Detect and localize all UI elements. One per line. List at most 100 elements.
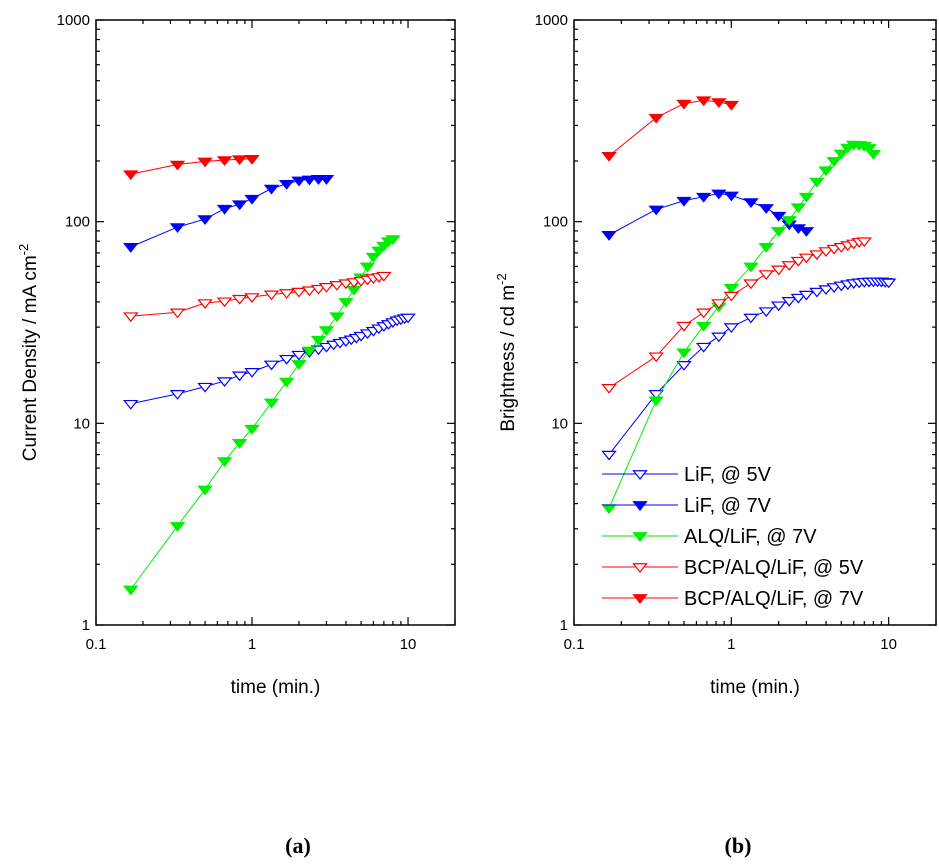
data-point — [310, 335, 327, 346]
data-point — [723, 191, 740, 202]
data-point — [310, 284, 327, 295]
data-point — [385, 235, 401, 245]
data-point — [818, 166, 834, 177]
data-point — [244, 293, 260, 303]
panel-caption: (a) — [285, 833, 311, 858]
y-tick-label: 10 — [73, 415, 90, 432]
data-point — [291, 360, 307, 370]
data-point — [123, 312, 139, 323]
legend-entry: BCP/ALQ/LiF, @ 7V — [602, 588, 864, 610]
data-point — [861, 144, 877, 154]
series-line — [608, 280, 889, 455]
data-point — [301, 175, 318, 186]
data-point — [798, 192, 815, 203]
legend-label: BCP/ALQ/LiF, @ 7V — [684, 588, 864, 610]
data-point — [826, 157, 842, 167]
series-0 — [123, 313, 416, 410]
data-point — [833, 149, 850, 160]
series-line — [608, 240, 865, 389]
data-point — [695, 192, 712, 203]
data-point — [723, 283, 740, 294]
data-point — [278, 354, 295, 365]
data-point — [798, 253, 815, 264]
data-point — [695, 321, 712, 332]
data-point — [216, 297, 233, 308]
data-point — [790, 256, 807, 267]
data-point — [263, 360, 280, 371]
data-point — [231, 371, 248, 382]
data-point — [244, 424, 260, 435]
x-tick-label: 1 — [248, 636, 256, 653]
data-point — [359, 262, 376, 273]
series-3 — [123, 271, 392, 323]
data-point — [197, 215, 213, 226]
data-point — [601, 231, 617, 241]
data-point — [278, 180, 295, 190]
data-point — [798, 227, 815, 237]
series-0 — [601, 277, 897, 461]
data-point — [291, 176, 307, 187]
data-point — [809, 250, 825, 261]
data-point — [648, 396, 664, 407]
legend-entry: ALQ/LiF, @ 7V — [602, 526, 817, 548]
x-tick-label: 0.1 — [564, 636, 585, 653]
data-point — [601, 384, 617, 394]
x-axis-label: time (min.) — [231, 677, 321, 698]
data-point — [790, 293, 807, 304]
data-point — [231, 200, 248, 211]
data-point — [169, 522, 186, 532]
data-point — [244, 194, 260, 205]
data-point — [197, 382, 213, 393]
data-point — [216, 377, 233, 388]
series-1 — [123, 175, 335, 253]
data-point — [365, 252, 382, 263]
data-point — [291, 287, 307, 298]
data-point — [770, 265, 787, 276]
data-point — [123, 170, 139, 181]
data-point — [318, 175, 335, 185]
data-point — [338, 279, 354, 290]
data-point — [790, 203, 807, 214]
plot-frame — [95, 19, 456, 626]
y-axis-label: Current Density / mA cm-2 — [16, 244, 41, 461]
data-point — [123, 399, 139, 410]
data-point — [758, 243, 774, 253]
series-1 — [601, 189, 815, 241]
data-point — [169, 390, 186, 400]
legend-entry: LiF, @ 7V — [602, 495, 772, 517]
y-tick-label: 1 — [560, 617, 568, 634]
data-point — [676, 361, 692, 371]
data-point — [781, 216, 797, 226]
data-point — [711, 299, 727, 309]
data-point — [197, 485, 213, 496]
data-point — [781, 297, 797, 307]
chart-panel-b: 0.1 1 10 1 10 100 1000 time (min.) Brightness / … — [494, 12, 937, 858]
data-point — [743, 198, 759, 209]
y-tick-label: 1 — [82, 617, 90, 634]
data-point — [301, 286, 318, 297]
data-point — [231, 294, 248, 305]
data-point — [231, 155, 248, 166]
data-point — [244, 368, 260, 378]
data-point — [376, 271, 392, 282]
data-point — [711, 332, 727, 343]
y-tick-label: 100 — [543, 214, 568, 231]
series-line — [130, 158, 253, 175]
data-point — [329, 281, 345, 291]
data-point — [711, 98, 727, 108]
legend-marker — [632, 563, 648, 573]
data-point — [676, 321, 692, 332]
legend-entry: LiF, @ 5V — [602, 464, 772, 486]
data-point — [809, 287, 825, 298]
x-tick-label: 1 — [727, 636, 735, 653]
series-4 — [123, 154, 260, 181]
plot-frame — [573, 19, 937, 626]
data-point — [231, 439, 248, 449]
data-point — [601, 152, 617, 162]
data-point — [711, 189, 727, 200]
data-point — [743, 262, 759, 273]
data-point — [216, 457, 233, 468]
data-point — [676, 99, 692, 110]
data-point — [781, 261, 797, 271]
data-point — [676, 348, 692, 359]
